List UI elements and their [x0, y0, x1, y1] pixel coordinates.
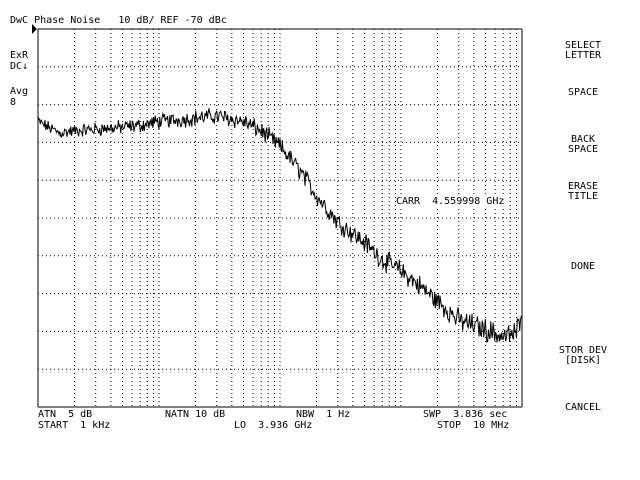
softkey-cancel[interactable]: CANCEL [536, 403, 630, 413]
softkey-label: DONE [570, 261, 596, 272]
start-frequency-readout: START 1 kHz [38, 420, 111, 431]
noise-attenuation-readout: NATN 10 dB [165, 409, 226, 420]
softkey-back-space[interactable]: BACK SPACE [536, 135, 630, 155]
softkey-label: STOR DEV [558, 345, 608, 356]
screen-title: DwC Phase Noise 10 dB/ REF -70 dBc [10, 15, 227, 26]
softkey-label: TITLE [567, 191, 599, 202]
softkey-done[interactable]: DONE [536, 262, 630, 272]
stop-frequency-readout: STOP 10 MHz [437, 420, 510, 431]
softkey-label: SPACE [567, 87, 599, 98]
reference-level-marker [32, 24, 37, 34]
softkey-label: BACK [570, 134, 596, 145]
dc-coupling-annotation: DC↓ [10, 61, 29, 72]
noise-bandwidth-readout: NBW 1 Hz [296, 409, 351, 420]
sweep-time-readout: SWP 3.836 sec [423, 409, 508, 420]
softkey-space[interactable]: SPACE [536, 88, 630, 98]
attenuation-readout: ATN 5 dB [38, 409, 93, 420]
average-annotation: Avg [10, 86, 29, 97]
phase-noise-trace [37, 108, 523, 344]
average-count: 8 [10, 97, 17, 108]
softkey-erase-title[interactable]: ERASE TITLE [536, 182, 630, 202]
softkey-label: [DISK] [564, 355, 602, 366]
carrier-marker-readout: CARR 4.559998 GHz [396, 196, 505, 207]
softkey-select-letter[interactable]: SELECT LETTER [536, 41, 630, 61]
softkey-label: SELECT [564, 40, 602, 51]
softkey-label: ERASE [567, 181, 599, 192]
softkey-label: CANCEL [564, 402, 602, 413]
ext-ref-annotation: ExR [10, 50, 29, 61]
softkey-label: LETTER [564, 50, 602, 61]
softkey-label: SPACE [567, 144, 599, 155]
softkey-stor-dev[interactable]: STOR DEV [DISK] [536, 346, 630, 366]
graticule [32, 24, 523, 408]
lo-frequency-readout: LO 3.936 GHz [234, 420, 313, 431]
